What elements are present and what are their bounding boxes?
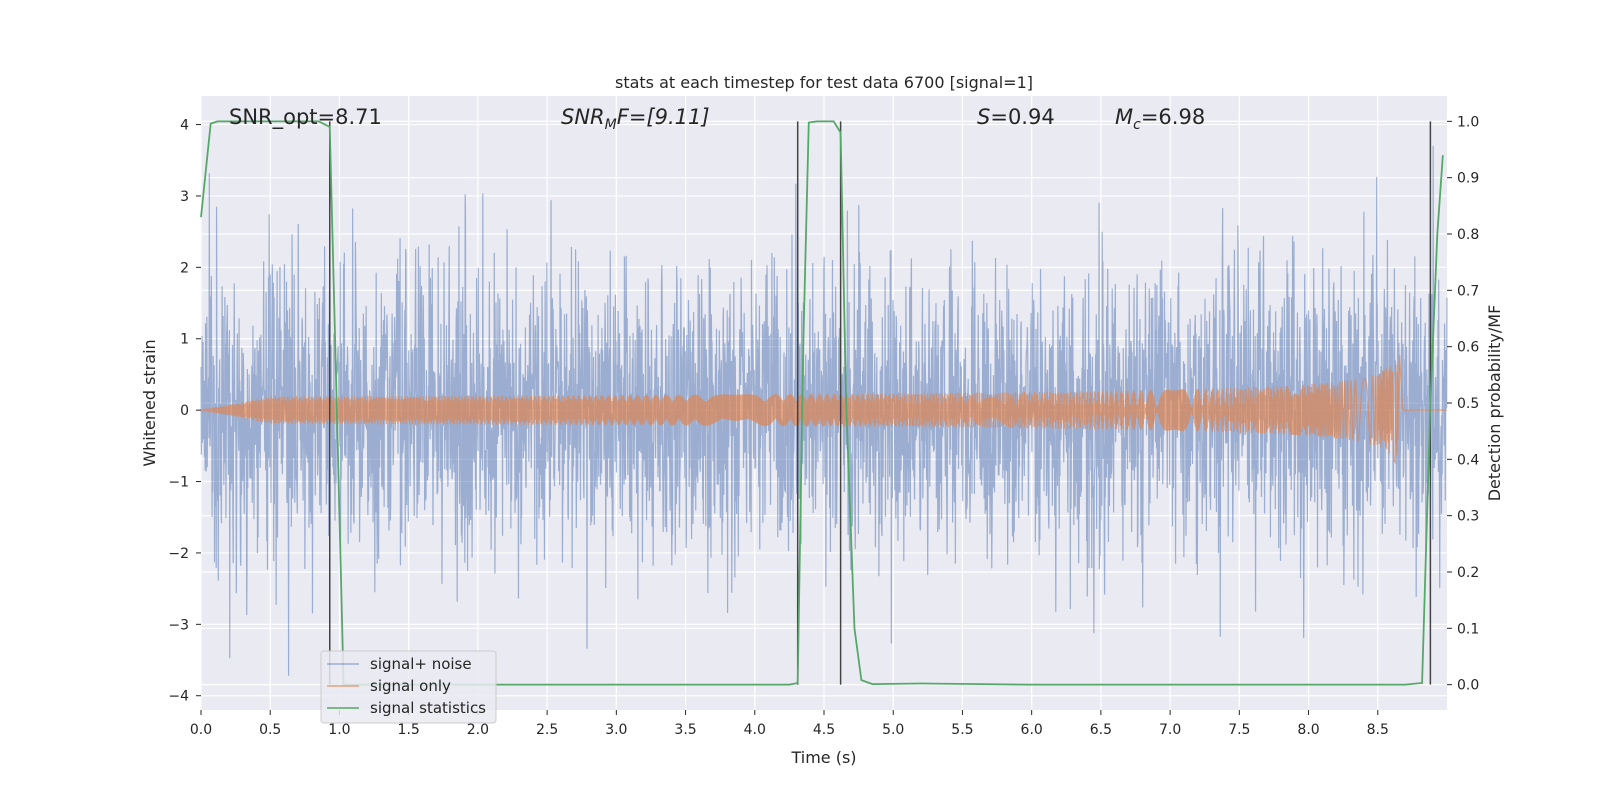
x-tick-label-14: 7.0: [1159, 722, 1181, 738]
signal-statistics-series: [200, 120, 1444, 686]
annotation-snr-mf-main: SNR: [561, 105, 605, 129]
y-tick-label-7: 3: [180, 189, 189, 205]
annotation-s: S=0.94: [977, 105, 1055, 129]
annotation-mc-sub: c: [1133, 117, 1141, 133]
y2-axis-label: Detection probability/MF: [1485, 305, 1504, 502]
y2-axis-ticks: 0.0 0.1 0.2 0.3 0.4 0.5 0.6 0.7 0.8 0.9 1.0: [1447, 114, 1479, 694]
y2-tick-label-0: 0.0: [1457, 678, 1479, 694]
y2-tick-label-7: 0.7: [1457, 283, 1479, 299]
x-tick-label-15: 7.5: [1228, 722, 1250, 738]
y-tick-label-8: 4: [180, 118, 189, 134]
y-tick-label-3: −1: [168, 475, 189, 491]
y2-tick-label-6: 0.6: [1457, 340, 1479, 356]
annotation-mc: Mc=6.98: [1115, 105, 1205, 133]
y2-tick-label-1: 0.1: [1457, 621, 1479, 637]
annotation-s-rest: =0.94: [990, 105, 1054, 129]
y2-tick-label-8: 0.8: [1457, 227, 1479, 243]
x-axis-ticks: 0.0 0.5 1.0 1.5 2.0 2.5 3.0 3.5 4.0 4.5 5.0 5.5 6.0 6…: [190, 710, 1389, 738]
chart-title: stats at each timestep for test data 670…: [615, 73, 1033, 92]
annotation-snr-opt: SNR_opt=8.71: [229, 105, 382, 130]
y2-tick-label-2: 0.2: [1457, 565, 1479, 581]
x-tick-label-17: 8.5: [1367, 722, 1389, 738]
legend-box: [320, 650, 497, 724]
y-axis-label: Whitened strain: [140, 339, 159, 466]
legend-label-signal-plus-noise: signal+ noise: [370, 655, 472, 673]
annotation-snr-mf-rest: F=[9.11]: [617, 105, 710, 129]
x-tick-label-2: 1.0: [328, 722, 350, 738]
y-tick-label-1: −3: [168, 617, 189, 633]
y2-tick-label-9: 0.9: [1457, 171, 1479, 187]
x-tick-label-10: 5.0: [882, 722, 904, 738]
signal-statistics-line: [200, 120, 1444, 686]
y-tick-label-0: −4: [168, 689, 189, 705]
x-axis-label: Time (s): [790, 748, 856, 767]
y2-tick-label-4: 0.4: [1457, 452, 1479, 468]
y-axis-ticks: −4 −3 −2 −1 0 1 2 3 4: [168, 118, 201, 705]
x-tick-label-0: 0.0: [190, 722, 212, 738]
y-tick-label-2: −2: [168, 546, 189, 562]
annotation-snr-mf: SNRMF=[9.11]: [561, 105, 710, 133]
annotation-mc-main: M: [1115, 105, 1133, 129]
signal-only-line: [200, 355, 1447, 465]
x-tick-label-8: 4.0: [744, 722, 766, 738]
annotation-s-main: S: [977, 105, 990, 129]
x-tick-label-12: 6.0: [1021, 722, 1043, 738]
x-tick-label-1: 0.5: [259, 722, 281, 738]
y-tick-label-6: 2: [180, 260, 189, 276]
x-tick-label-7: 3.5: [674, 722, 696, 738]
x-tick-label-11: 5.5: [951, 722, 973, 738]
y-tick-label-4: 0: [180, 403, 189, 419]
x-tick-label-4: 2.0: [467, 722, 489, 738]
x-tick-label-5: 2.5: [536, 722, 558, 738]
legend-label-signal-statistics: signal statistics: [370, 699, 486, 717]
legend-label-signal-only: signal only: [370, 677, 451, 695]
annotation-mc-rest: =6.98: [1141, 105, 1205, 129]
x-tick-label-13: 6.5: [1090, 722, 1112, 738]
y2-tick-label-10: 1.0: [1457, 114, 1479, 130]
annotation-snr-mf-sub: M: [605, 117, 617, 133]
x-tick-label-6: 3.0: [605, 722, 627, 738]
x-tick-label-9: 4.5: [813, 722, 835, 738]
x-tick-label-16: 8.0: [1297, 722, 1319, 738]
signal-only-series: [200, 355, 1447, 465]
annotations: SNR_opt=8.71 SNRMF=[9.11] S=0.94 Mc=6.98: [229, 105, 1205, 133]
y-tick-label-5: 1: [180, 332, 189, 348]
legend: signal+ noise signal only signal statist…: [320, 650, 497, 724]
y2-tick-label-3: 0.3: [1457, 509, 1479, 525]
x-tick-label-3: 1.5: [398, 722, 420, 738]
y2-tick-label-5: 0.5: [1457, 396, 1479, 412]
